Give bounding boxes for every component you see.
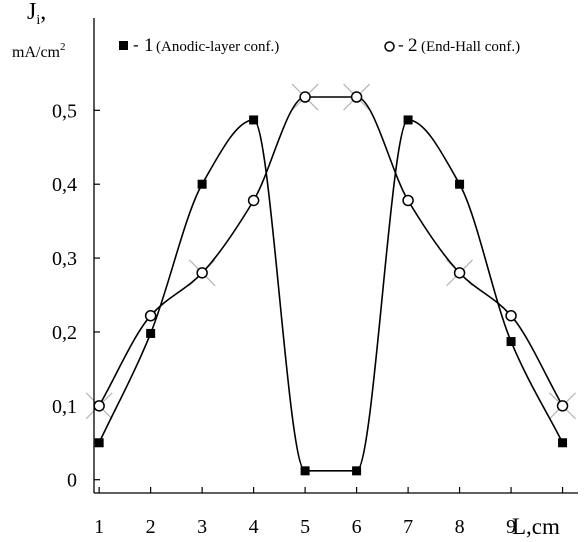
legend-item-series-2: - 2 (End-Hall conf.) [384,35,520,56]
series-1-point [403,115,413,125]
legend-number-1: 1 [144,35,154,56]
legend-item-series-1: - 1 (Anodic-layer conf.) [119,35,279,56]
series-2-point [196,267,208,279]
x-tick-label: 7 [403,516,413,538]
x-tick-label: 2 [146,516,156,538]
legend-dash: - [398,35,404,54]
series-2-point [505,309,517,322]
y-axis-title: Ji, [27,0,46,28]
y-tick-label: 0,5 [52,100,77,122]
series-2-point [556,400,569,412]
series-1-point [352,466,362,476]
legend-number-2: 2 [408,35,418,56]
series-1-point [455,179,465,189]
y-tick-label: 0,3 [52,248,77,270]
series-2-line [98,96,564,407]
cross-markers [85,83,576,420]
x-tick-label: 3 [197,516,207,538]
series-1-point [558,438,568,448]
series-2-point [402,194,414,207]
markers [93,91,569,476]
legend-label-2: (End-Hall conf.) [421,39,520,55]
series-1-point [94,438,104,448]
series-2-point [453,267,466,279]
series-1-point [146,328,156,338]
y-tick-label: 0,4 [52,174,77,196]
x-tick-label: 9 [506,516,516,538]
series-2-point [299,91,311,103]
series-1-point [300,466,310,476]
x-tick-label: 8 [455,516,465,538]
y-tick-label: 0,2 [52,322,77,344]
series-2-point [144,309,157,322]
x-tick-label: 4 [249,516,259,538]
series-2-point [93,400,105,412]
legend-square-marker [119,41,128,50]
x-tick-label: 5 [300,516,310,538]
legend-dash: - [133,35,139,54]
x-tick-label: 6 [352,516,362,538]
x-tick-label: 1 [94,516,104,538]
legend-label-1: (Anodic-layer conf.) [156,39,279,55]
series-1-point [506,337,516,347]
series-1-line [98,119,564,472]
series-1-point [197,179,207,189]
y-tick-label: 0,1 [52,396,77,418]
x-axis-title: L,cm [512,514,560,539]
curves [98,96,564,472]
legend-circle-marker [384,41,395,52]
axes [93,18,578,494]
y-tick-label: 0 [67,470,77,492]
ticks: 0 0,1 0,2 0,3 0,4 0,5 1 2 3 4 5 6 7 8 9 [52,100,564,538]
series-1-point [249,115,259,125]
legend: - 1 (Anodic-layer conf.) - 2 (End-Hall c… [119,35,520,56]
series-2-point [247,194,260,207]
y-axis-unit: mA/cm2 [12,41,66,61]
series-2-point [350,91,363,103]
